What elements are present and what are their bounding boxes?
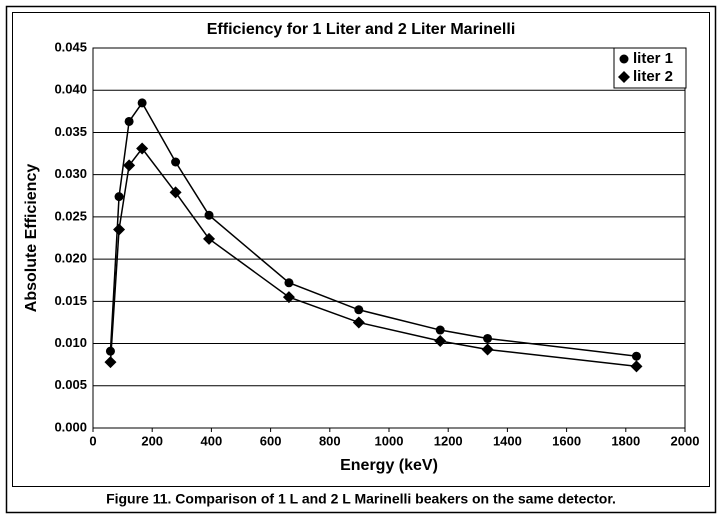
- circle-marker: [284, 278, 294, 288]
- legend-label: liter 2: [633, 68, 673, 85]
- legend-label: liter 1: [633, 50, 673, 67]
- y-tick-label: 0.035: [54, 124, 87, 139]
- x-tick-label: 1400: [493, 433, 522, 448]
- y-tick-label: 0.040: [54, 82, 87, 97]
- diamond-marker: [282, 291, 295, 304]
- circle-marker: [171, 157, 181, 167]
- y-tick-label: 0.015: [54, 293, 87, 308]
- circle-marker: [114, 192, 124, 202]
- x-tick-label: 800: [319, 433, 341, 448]
- diamond-marker: [618, 71, 630, 83]
- circle-marker: [124, 116, 134, 126]
- x-tick-label: 1000: [375, 433, 404, 448]
- x-tick-label: 1800: [611, 433, 640, 448]
- y-tick-label: 0.020: [54, 251, 87, 266]
- plot-frame: [92, 47, 686, 429]
- diamond-marker: [203, 232, 216, 245]
- series-line: [109, 147, 637, 368]
- y-tick-label: 0.030: [54, 166, 87, 181]
- circle-marker: [483, 333, 493, 343]
- y-axis-label: Absolute Efficiency: [23, 164, 40, 313]
- circle-marker: [631, 351, 641, 361]
- diamond-marker: [113, 223, 126, 236]
- x-tick-label: 200: [141, 433, 163, 448]
- diamond-marker: [169, 186, 182, 199]
- circle-marker: [137, 98, 147, 108]
- x-tick-label: 1600: [552, 433, 581, 448]
- x-tick-label: 0: [89, 433, 96, 448]
- diamond-marker: [104, 356, 117, 369]
- y-tick-label: 0.005: [54, 377, 87, 392]
- diamond-marker: [434, 335, 447, 348]
- diamond-marker: [123, 159, 136, 172]
- series-line: [109, 101, 637, 357]
- x-tick-label: 600: [260, 433, 282, 448]
- diamond-marker: [481, 343, 494, 356]
- x-tick-label: 400: [201, 433, 223, 448]
- diamond-marker: [630, 360, 643, 373]
- circle-marker: [435, 325, 445, 335]
- y-tick-label: 0.045: [54, 39, 87, 54]
- y-tick-label: 0.000: [54, 419, 87, 434]
- legend-box: [613, 47, 687, 89]
- circle-marker: [354, 305, 364, 315]
- figure-border: [5, 5, 717, 514]
- diamond-marker: [352, 316, 365, 329]
- diamond-marker: [136, 142, 149, 155]
- circle-marker: [204, 210, 214, 220]
- chart-title: Efficiency for 1 Liter and 2 Liter Marin…: [207, 21, 516, 38]
- x-tick-label: 2000: [671, 433, 700, 448]
- x-tick-label: 1200: [434, 433, 463, 448]
- chart-border: [12, 12, 710, 487]
- y-tick-label: 0.025: [54, 208, 87, 223]
- circle-marker: [619, 54, 629, 64]
- caption: Figure 11. Comparison of 1 L and 2 L Mar…: [106, 491, 616, 507]
- x-axis-label: Energy (keV): [340, 457, 438, 474]
- y-tick-label: 0.010: [54, 335, 87, 350]
